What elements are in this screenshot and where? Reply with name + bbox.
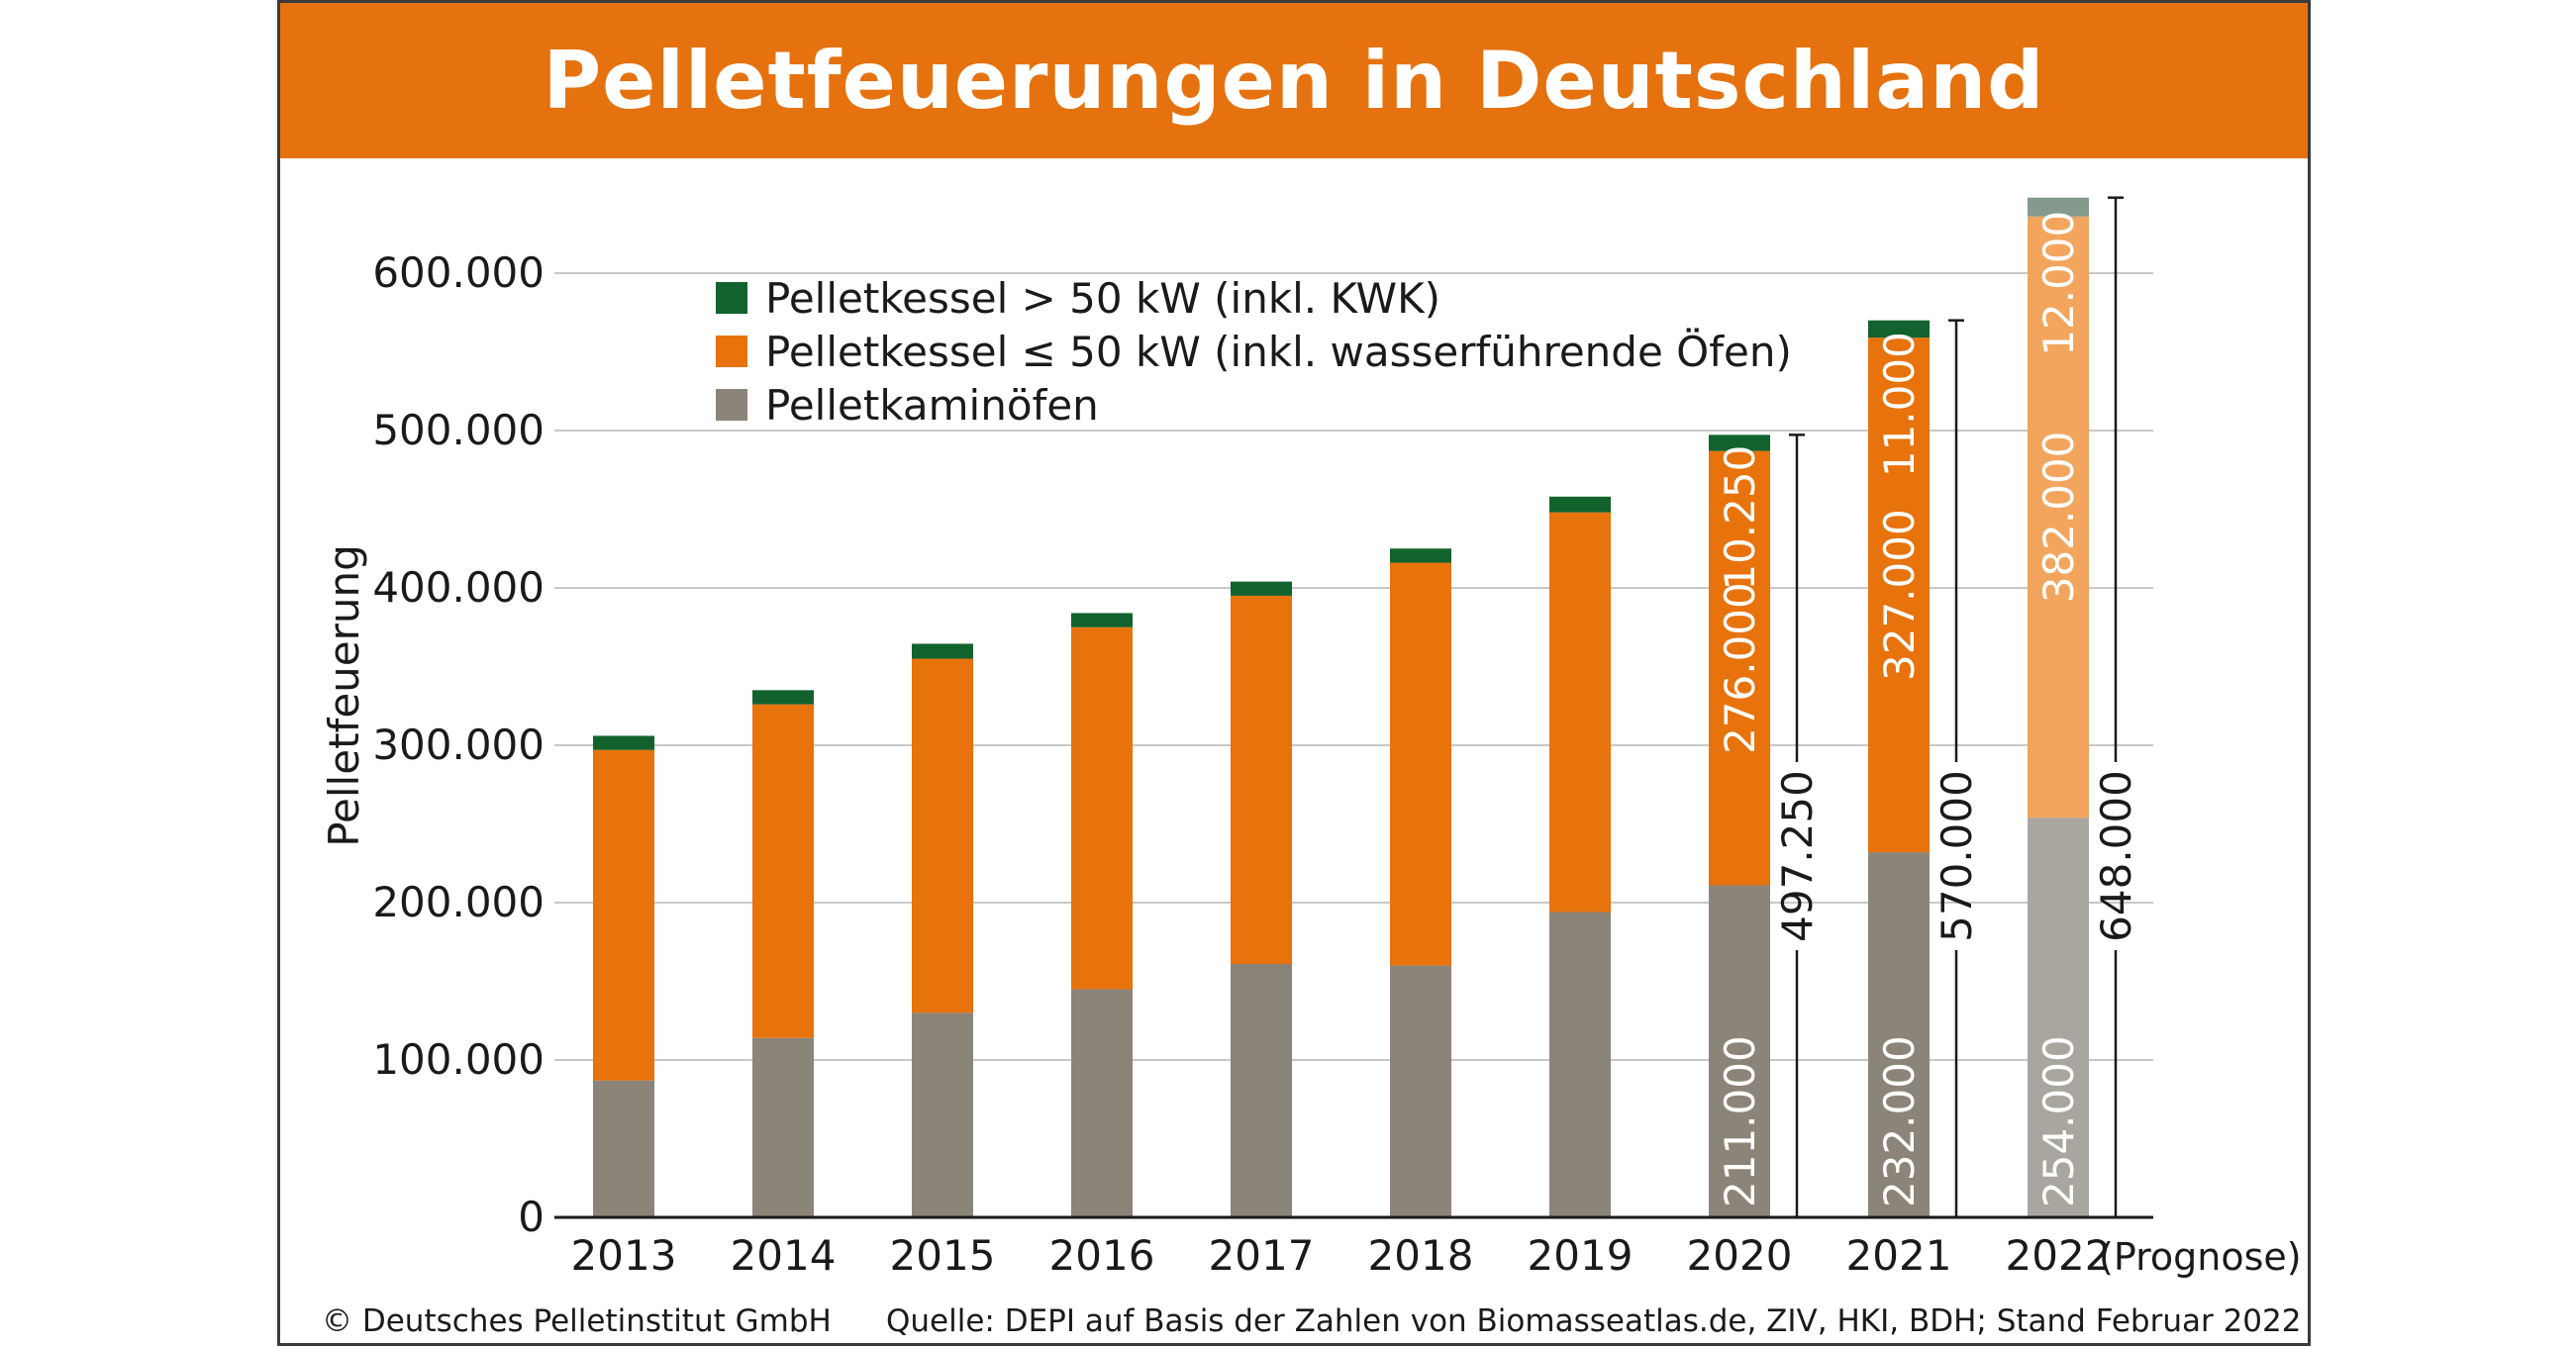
x-tick-label: 2015	[890, 1231, 996, 1280]
x-tick-label: 2020	[1687, 1231, 1793, 1280]
bar-segment-kessel-large	[593, 735, 654, 750]
segment-value-label: 232.000	[1875, 1035, 1924, 1207]
bar-segment-kessel-large	[2028, 197, 2089, 217]
bar-segment-kessel-large	[1231, 581, 1292, 596]
bar-segment-kessel-small	[1231, 595, 1292, 965]
x-tick-label: 2017	[1209, 1231, 1315, 1280]
segment-value-label: 11.000	[1875, 332, 1924, 477]
legend-label: Pelletkessel > 50 kW (inkl. KWK)	[765, 274, 1440, 323]
bar-segment-kessel-small	[1071, 626, 1133, 990]
bar-segment-kaminofen	[593, 1080, 654, 1217]
bar-segment-kaminofen	[1868, 852, 1930, 1217]
y-tick-label: 400.000	[372, 563, 545, 612]
x-tick-label: 2021	[1846, 1231, 1952, 1280]
y-tick-label: 500.000	[372, 406, 545, 454]
total-value-label: 648.000	[2092, 770, 2140, 942]
bars	[593, 197, 2089, 1217]
y-axis-ticks: 0 100.000 200.000 300.000 400.000 500.000 600.…	[372, 248, 545, 1241]
x-axis-labels: 2013 2014 2015 2016 2017 2018 2019 2020 2021 2022	[571, 1231, 2112, 1280]
bar-segment-kessel-small	[1390, 562, 1451, 966]
bar-segment-kessel-large	[1868, 320, 1930, 338]
segment-value-label: 327.000	[1875, 509, 1924, 681]
x-tick-label: 2013	[571, 1231, 677, 1280]
bar-segment-kaminofen	[1390, 965, 1451, 1217]
x-tick-label: 2018	[1368, 1231, 1474, 1280]
segment-value-label: 12.000	[2034, 211, 2083, 356]
legend: Pelletkessel > 50 kW (inkl. KWK)Pelletke…	[716, 274, 1792, 430]
bar-segment-kessel-small	[912, 658, 973, 1013]
bar-segment-kessel-large	[1709, 434, 1770, 451]
bar-segment-kessel-large	[912, 643, 973, 659]
y-tick-label: 200.000	[372, 878, 545, 926]
bar-segment-kessel-small	[593, 749, 654, 1081]
y-tick-label: 100.000	[372, 1035, 545, 1084]
bar-segment-kaminofen	[2028, 818, 2089, 1217]
legend-swatch	[716, 282, 747, 314]
bar-segment-kessel-small	[1549, 512, 1611, 913]
bar-segment-kessel-small	[1709, 450, 1770, 886]
source-text: Quelle: DEPI auf Basis der Zahlen von Bi…	[886, 1303, 2301, 1339]
total-value-label: 570.000	[1932, 770, 1981, 942]
bar-segment-kessel-large	[1549, 496, 1611, 513]
segment-value-label: 211.000	[1716, 1035, 1764, 1207]
copyright-text: © Deutsches Pelletinstitut GmbH	[322, 1303, 832, 1339]
bar-segment-kessel-small	[1868, 337, 1930, 853]
legend-label: Pelletkaminöfen	[765, 381, 1099, 430]
total-value-label: 497.250	[1773, 770, 1822, 942]
y-tick-label: 600.000	[372, 248, 545, 297]
y-tick-label: 0	[518, 1193, 545, 1241]
x-tick-label: 2014	[731, 1231, 837, 1280]
legend-label: Pelletkessel ≤ 50 kW (inkl. wasserführen…	[765, 327, 1792, 376]
legend-swatch	[716, 336, 747, 367]
y-axis-label: Pelletfeuerung	[320, 544, 368, 847]
bar-segment-kaminofen	[1231, 964, 1292, 1217]
bar-segment-kaminofen	[1549, 912, 1611, 1217]
bar-segment-kaminofen	[912, 1012, 973, 1217]
segment-value-label: 10.250	[1716, 445, 1764, 591]
forecast-note: (Prognose)	[2099, 1235, 2302, 1279]
x-tick-label: 2022	[2006, 1231, 2112, 1280]
chart-title: Pelletfeuerungen in Deutschland	[543, 35, 2045, 127]
bar-segment-kessel-large	[752, 690, 814, 705]
bar-segment-kessel-small	[752, 704, 814, 1038]
bar-segment-kaminofen	[1071, 989, 1133, 1217]
bar-segment-kessel-small	[2028, 216, 2089, 818]
x-tick-label: 2019	[1528, 1231, 1634, 1280]
y-tick-label: 300.000	[372, 721, 545, 769]
bar-segment-kaminofen	[1709, 885, 1770, 1217]
x-tick-label: 2016	[1049, 1231, 1155, 1280]
segment-value-label: 254.000	[2034, 1035, 2083, 1207]
bar-segment-kaminofen	[752, 1037, 814, 1217]
legend-swatch	[716, 389, 747, 421]
bar-segment-kessel-large	[1071, 613, 1133, 627]
total-markers: 497.250 570.000 648.000	[1773, 196, 2140, 1217]
segment-value-label: 382.000	[2034, 432, 2083, 604]
title-banner: Pelletfeuerungen in Deutschland	[280, 3, 2308, 158]
segment-value-label: 276.000	[1716, 582, 1764, 754]
bar-segment-kessel-large	[1390, 548, 1451, 563]
